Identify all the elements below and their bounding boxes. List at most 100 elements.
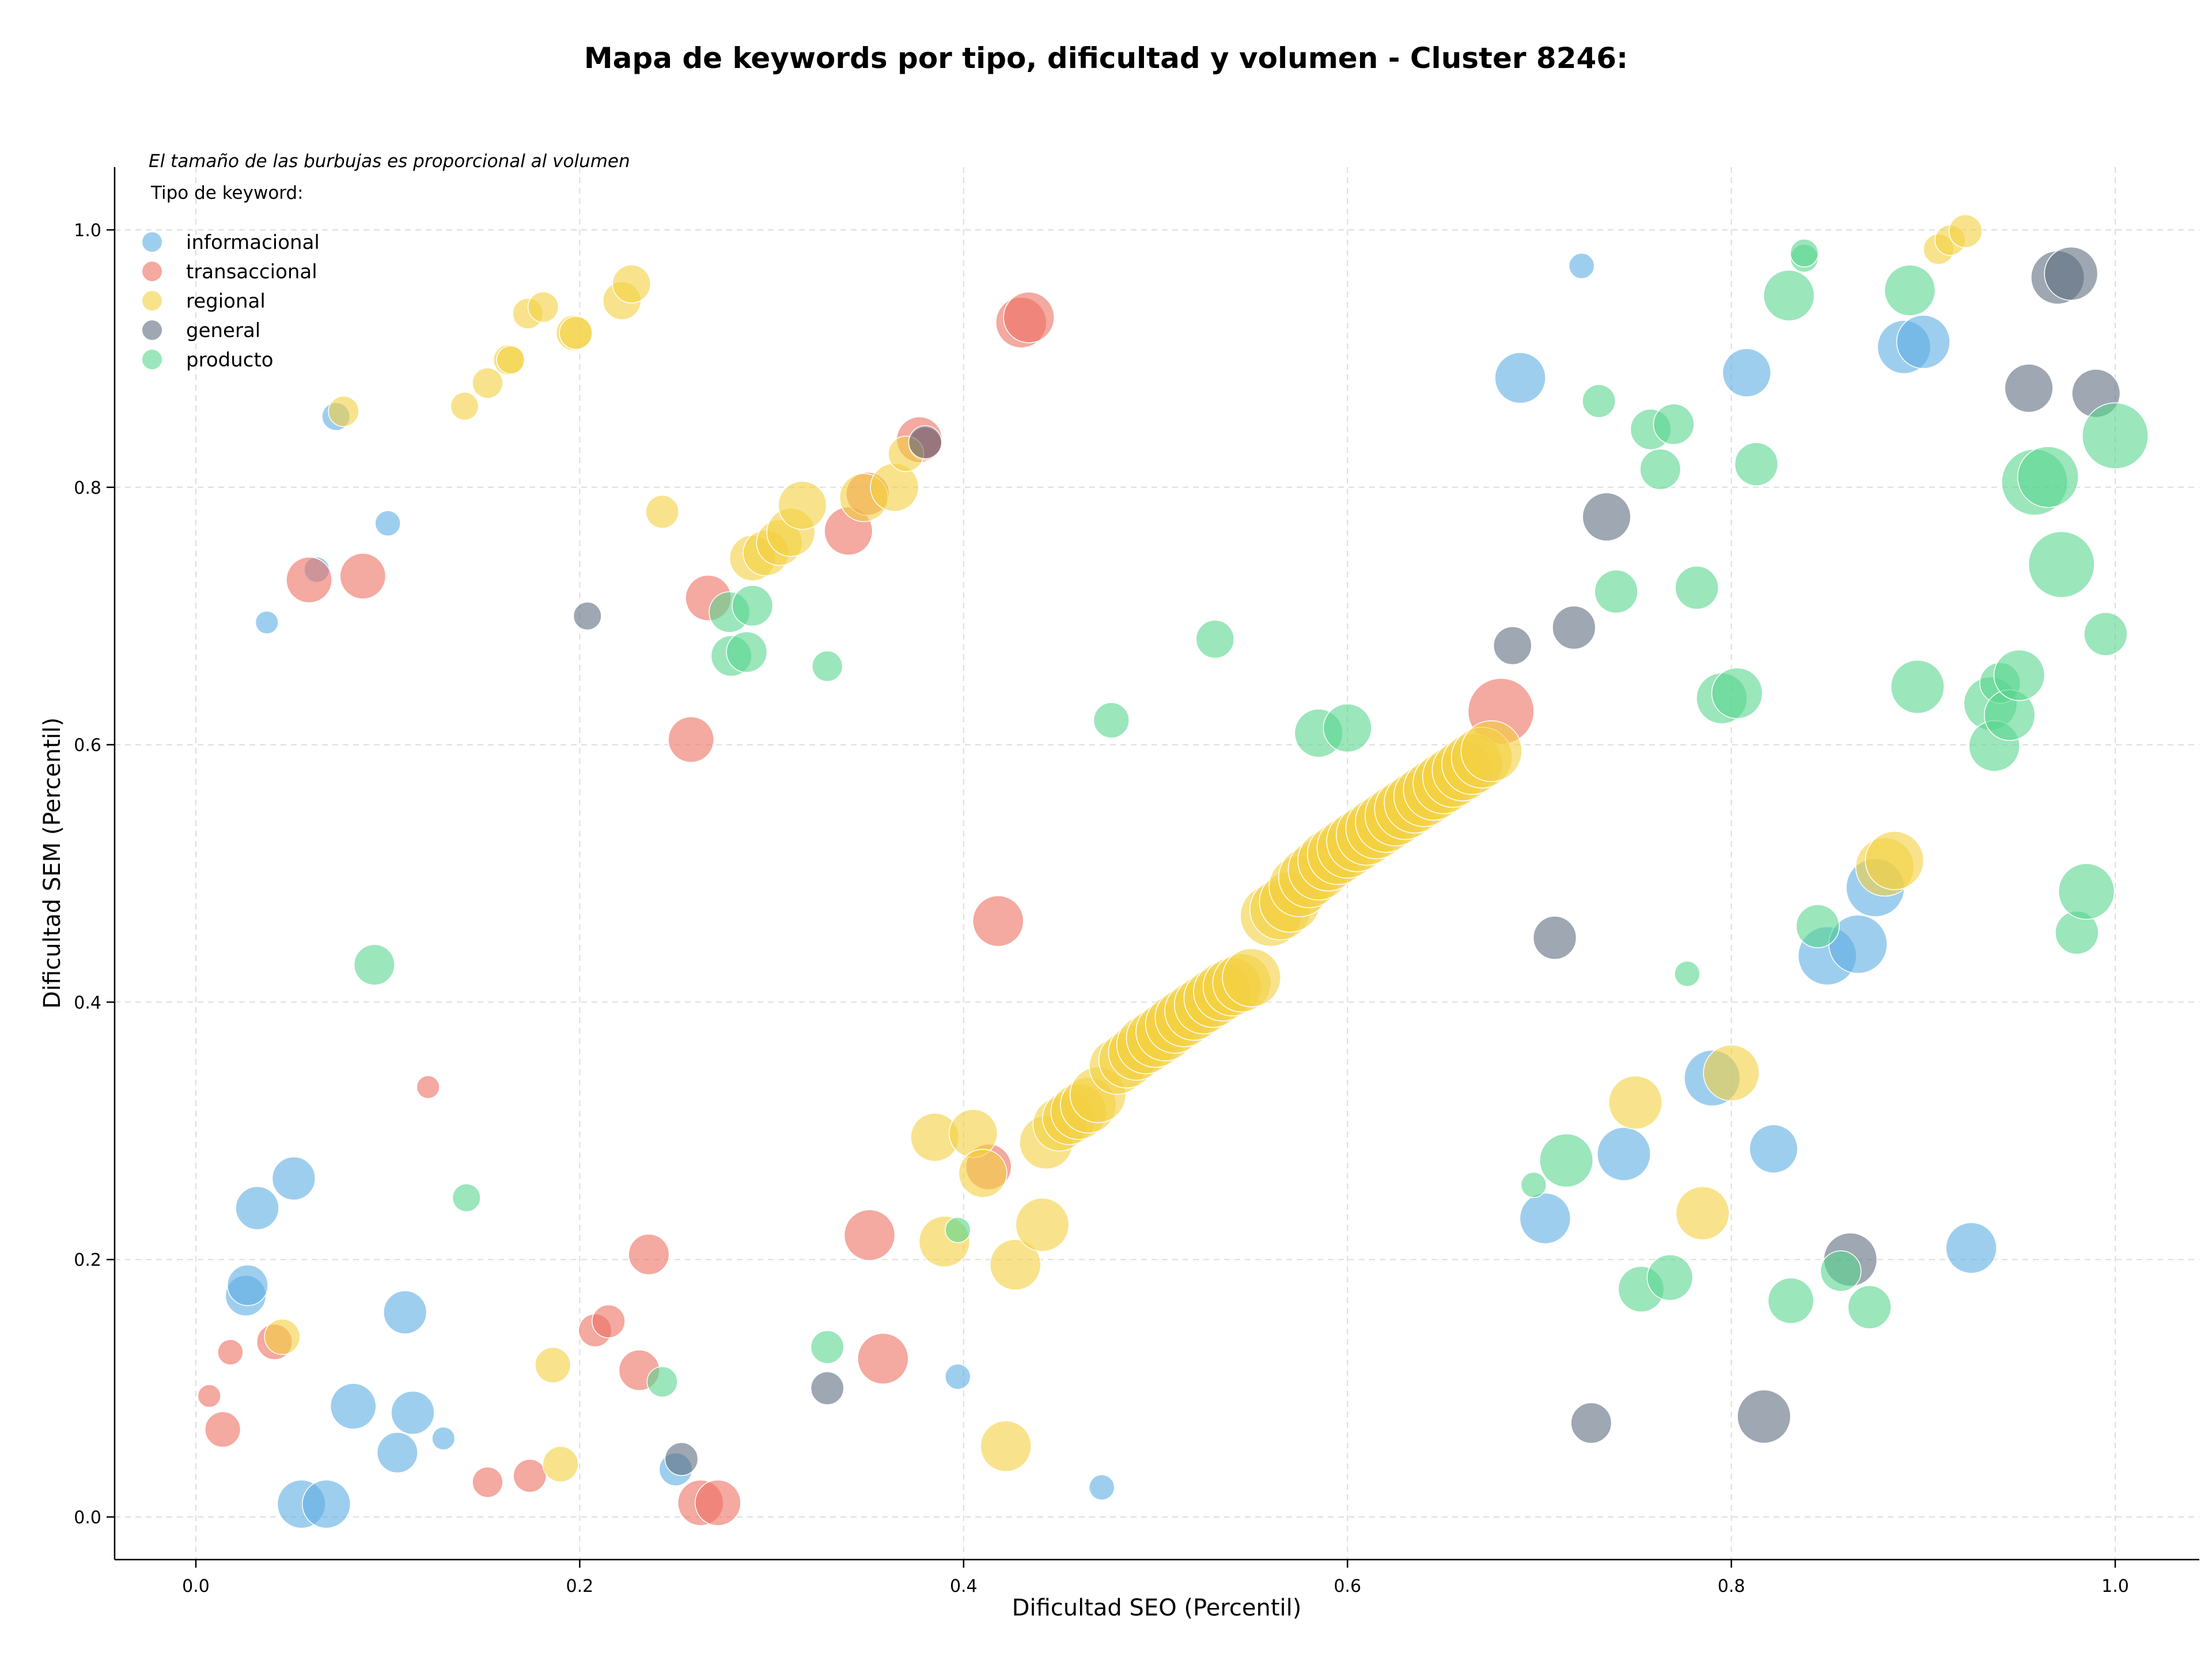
bubble-regional (1015, 1197, 1070, 1252)
bubble-informacional (376, 1432, 418, 1474)
bubble-informacional (255, 610, 279, 634)
bubble-regional (527, 291, 559, 323)
bubble-producto (1653, 403, 1695, 445)
bubble-regional (778, 480, 827, 530)
bubble-transaccional (972, 895, 1024, 947)
bubble-transaccional (217, 1339, 244, 1365)
bubble-informacional (383, 1290, 427, 1334)
legend-title: Tipo de keyword: (150, 183, 304, 203)
bubble-transaccional (628, 1234, 670, 1276)
legend-marker-general (142, 320, 162, 340)
bubble-producto (1582, 384, 1616, 418)
bubble-regional (328, 395, 359, 427)
bubble-informacional (1749, 1124, 1798, 1174)
y-tick-label: 0.8 (74, 478, 101, 498)
bubble-general (1570, 1402, 1612, 1444)
bubble-general (1493, 626, 1532, 665)
bubble-general (573, 601, 602, 631)
bubble-producto (810, 1330, 844, 1364)
bubble-informacional (1896, 315, 1950, 369)
ticks: 0.0 0.2 0.4 0.6 0.8 1.0 0.0 0.2 0.4 0.6 0.8 1.0 (74, 221, 2129, 1596)
bubble-producto (945, 1217, 971, 1243)
bubble-producto (1323, 703, 1372, 753)
bubble-producto (1884, 264, 1936, 316)
bubble-producto (1790, 239, 1819, 268)
bubble-regional (1865, 831, 1925, 891)
bubble-informacional (374, 510, 401, 537)
chart-title: Mapa de keywords por tipo, dificultad y … (584, 41, 1628, 75)
bubble-regional (1948, 214, 1983, 248)
bubble-transaccional (843, 1209, 896, 1261)
x-tick-label: 0.6 (1334, 1576, 1361, 1596)
bubble-informacional (235, 1186, 279, 1230)
bubble-regional (990, 1239, 1041, 1291)
bubble-producto (2017, 446, 2079, 508)
bubble-informacional (1494, 352, 1546, 404)
bubble-transaccional (204, 1411, 241, 1448)
bubble-regional (958, 1148, 1007, 1198)
bubble-informacional (1597, 1127, 1651, 1181)
y-tick-label: 0.4 (74, 993, 101, 1013)
bubble-regional (1703, 1045, 1760, 1102)
bubble-producto (2058, 863, 2115, 920)
bubble-producto (1763, 270, 1815, 321)
legend-label-general: general (186, 319, 260, 342)
bubble-general (1552, 606, 1596, 650)
series-general (573, 247, 2121, 1476)
bubble-informacional (945, 1363, 971, 1390)
bubble-producto (646, 1366, 678, 1398)
legend-marker-producto (142, 350, 162, 369)
bubble-transaccional (668, 716, 715, 763)
bubble-regional (980, 1420, 1032, 1472)
bubble-transaccional (472, 1466, 503, 1498)
bubble-informacional (1568, 252, 1595, 279)
y-tick-label: 1.0 (74, 221, 101, 241)
bubble-general (908, 425, 942, 459)
bubble-producto (1674, 960, 1700, 987)
legend-marker-informacional (142, 232, 162, 252)
legend-marker-regional (142, 291, 162, 311)
bubble-informacional (329, 1383, 377, 1430)
y-tick-label: 0.6 (74, 736, 101, 756)
bubble-general (2004, 364, 2054, 413)
bubble-informacional (1945, 1222, 1997, 1274)
legend-label-transaccional: transaccional (186, 260, 317, 283)
y-axis-label: Dificultad SEM (Percentil) (39, 717, 66, 1009)
bubble-transaccional (286, 557, 332, 603)
x-tick-label: 1.0 (2101, 1576, 2129, 1596)
bubble-regional (1460, 720, 1522, 782)
bubble-producto (732, 585, 774, 627)
bubble-regional (612, 264, 652, 304)
bubble-informacional (1519, 1192, 1571, 1244)
y-tick-label: 0.2 (74, 1250, 101, 1270)
bubble-producto (812, 650, 843, 682)
bubble-transaccional (416, 1075, 440, 1099)
series-transaccional (197, 292, 1535, 1526)
bubble-producto (1890, 660, 1945, 714)
bubble-producto (726, 631, 768, 673)
bubble-transaccional (1003, 292, 1055, 343)
bubble-general (1582, 492, 1631, 542)
bubble-producto (1767, 1277, 1815, 1325)
bubble-transaccional (513, 1459, 547, 1493)
bubble-general (1532, 915, 1577, 960)
bubble-informacional (1722, 348, 1771, 398)
legend-label-regional: regional (186, 290, 266, 313)
bubble-producto (1639, 448, 1681, 490)
bubble-transaccional (339, 553, 387, 600)
bubble-producto (1520, 1171, 1547, 1198)
bubble-transaccional (694, 1480, 741, 1526)
bubble-producto (2082, 402, 2149, 470)
bubble-informacional (391, 1390, 435, 1435)
x-tick-label: 0.4 (950, 1576, 978, 1596)
series-regional (264, 214, 1983, 1482)
bubble-size-note: El tamaño de las burbujas es proporciona… (149, 151, 630, 172)
legend: informacional transaccional regional genera… (142, 231, 320, 372)
bubble-informacional (271, 1156, 316, 1201)
x-tick-label: 0.0 (182, 1576, 210, 1596)
x-axis-label: Dificultad SEO (Percentil) (1012, 1595, 1302, 1621)
series-producto (353, 239, 2149, 1398)
y-tick-label: 0.0 (74, 1508, 101, 1528)
bubble-regional (1675, 1186, 1730, 1240)
